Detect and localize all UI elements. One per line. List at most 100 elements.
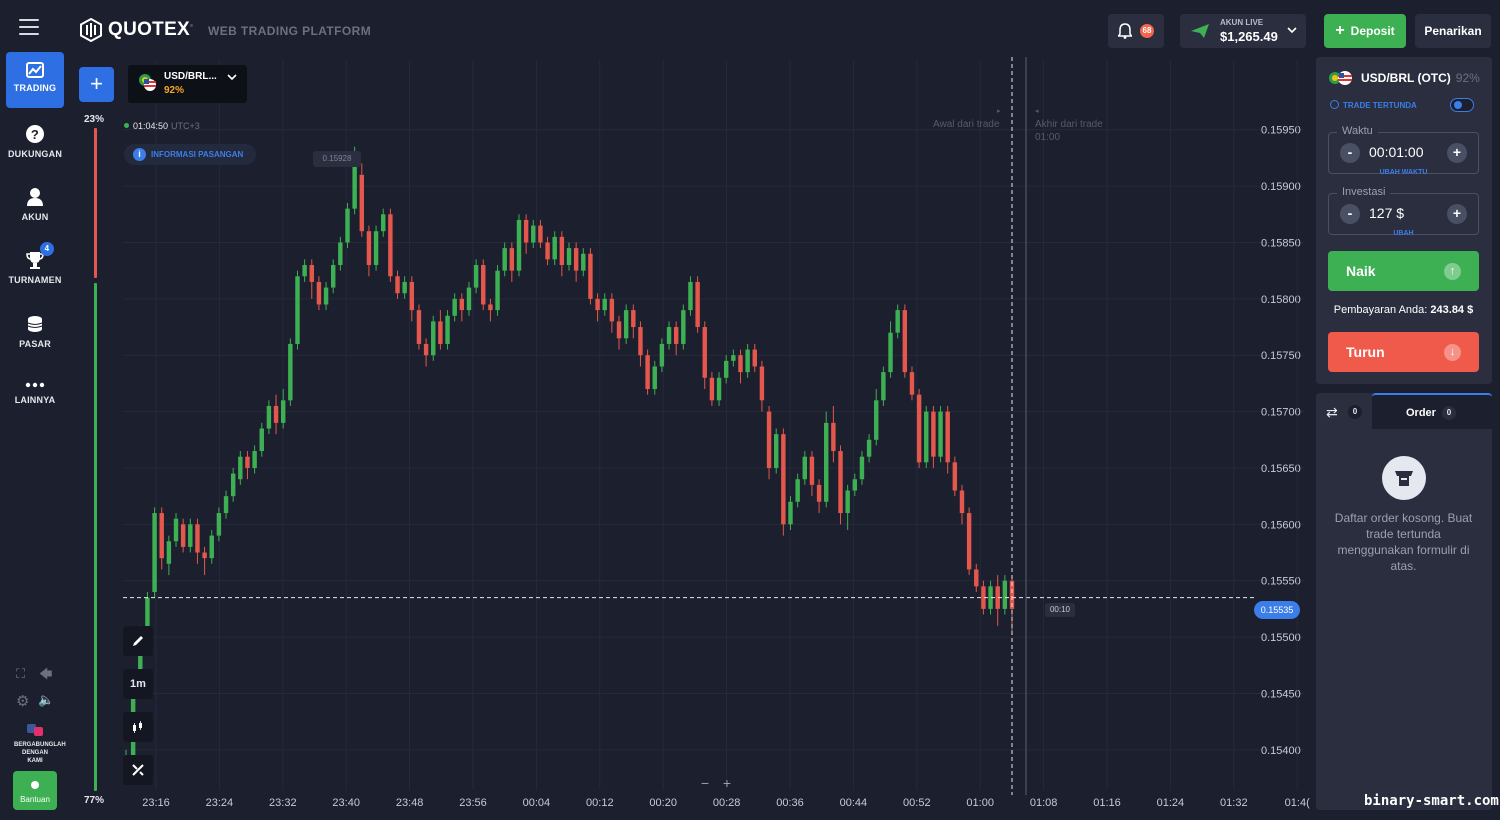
investment-plus-button[interactable]: + (1447, 204, 1467, 224)
candle-up (138, 637, 143, 683)
candle-down (509, 248, 515, 271)
down-button[interactable]: Turun ↓ (1328, 332, 1479, 372)
time-minus-button[interactable]: - (1340, 143, 1360, 163)
info-icon: i (133, 148, 146, 161)
x-tick-label: 00:28 (713, 797, 741, 809)
online-dot (124, 123, 129, 128)
candle-up (773, 434, 779, 468)
order-count: 0 (1442, 406, 1456, 420)
candle-up (330, 265, 336, 288)
candle-down (366, 231, 372, 266)
sidebar-item-trading[interactable]: TRADING (6, 52, 64, 108)
help-button[interactable]: Bantuan (13, 771, 57, 810)
candle-down (995, 586, 1000, 609)
candle-up (1002, 580, 1008, 609)
timezone: UTC+3 (171, 121, 200, 131)
candle-up (152, 513, 157, 592)
x-tick-label: 01:32 (1220, 797, 1248, 809)
chart-type-button[interactable] (123, 712, 153, 742)
timeframe-button[interactable]: 1m (123, 669, 153, 699)
candle-down (202, 552, 207, 559)
candle-up (866, 439, 872, 457)
candle-down (538, 225, 543, 243)
up-button[interactable]: Naik ↑ (1328, 251, 1479, 291)
candle-up (381, 214, 386, 232)
candle-up (531, 225, 536, 243)
candle-down (673, 327, 679, 344)
brand-name: QUOTEX (108, 19, 191, 40)
back-icon[interactable]: 🡄 (39, 666, 53, 681)
pending-trade-text: TRADE TERTUNDA (1343, 101, 1417, 110)
x-tick-label: 01:08 (1030, 797, 1058, 809)
menu-icon[interactable] (19, 19, 39, 35)
candle-down (838, 451, 843, 514)
pending-trade-toggle[interactable] (1450, 98, 1474, 112)
tab-orders[interactable]: Order 0 (1372, 393, 1492, 429)
logo[interactable]: QUOTEX (80, 16, 190, 44)
join-us-box[interactable]: BERGABUNGLAH DENGAN KAMI (13, 718, 66, 768)
candle-down (902, 310, 908, 373)
sidebar-item-label: DUKUNGAN (7, 149, 63, 159)
candle-down (831, 422, 836, 452)
arrow-down-icon: ↓ (1444, 344, 1461, 361)
candle-up (723, 360, 729, 378)
candle-up (623, 310, 629, 339)
y-tick-label: 0.15450 (1261, 688, 1301, 700)
candle-up (802, 456, 808, 480)
arrow-up-icon: ↑ (1444, 263, 1461, 280)
countdown-label: 00:10 (1045, 603, 1075, 617)
buy-sentiment-bar (94, 283, 97, 791)
candle-up (445, 315, 450, 344)
zoom-out-button[interactable]: − (700, 775, 710, 791)
x-tick-label: 23:16 (142, 797, 170, 809)
asset-selector[interactable]: USD/BRL... 92% (128, 65, 247, 103)
notifications-button[interactable]: 68 (1108, 14, 1164, 48)
fullscreen-icon[interactable]: ⛶ (16, 666, 26, 681)
candle-down (316, 281, 322, 305)
add-chart-button[interactable]: + (79, 67, 114, 102)
server-clock: 01:04:50 UTC+3 (124, 121, 200, 131)
x-tick-label: 23:24 (206, 797, 234, 809)
candle-up (431, 321, 436, 356)
sidebar-item-label: LAINNYA (14, 395, 56, 405)
change-time-link[interactable]: UBAH WAKTU (1379, 169, 1428, 176)
sidebar-item-tournaments[interactable]: TURNAMEN 4 (6, 242, 64, 306)
candle-up (230, 473, 236, 497)
join-us-label: BERGABUNGLAH DENGAN KAMI (14, 742, 66, 764)
candle-up (216, 513, 222, 536)
indicators-button[interactable] (123, 755, 153, 785)
candle-up (252, 451, 257, 468)
account-selector[interactable]: AKUN LIVE $1,265.49 (1180, 14, 1306, 48)
sidebar-item-market[interactable]: PASAR (6, 314, 64, 370)
candle-up (209, 535, 214, 559)
y-tick-label: 0.15950 (1261, 125, 1301, 137)
payout-label: Pembayaran Anda: (1333, 304, 1428, 316)
investment-field[interactable]: Investasi - 127 $ + (1328, 186, 1479, 235)
swap-tab-icon[interactable]: ⇄ (1326, 404, 1338, 420)
pencil-icon (133, 636, 143, 646)
time-field[interactable]: Waktu - 00:01:00 + (1328, 125, 1479, 174)
candle-down (1009, 580, 1015, 609)
candle-down (752, 349, 757, 367)
candle-up (824, 422, 829, 502)
sound-icon[interactable]: 🔈 (38, 692, 55, 707)
time-plus-button[interactable]: + (1447, 143, 1467, 163)
settings-icon[interactable]: ⚙ (16, 693, 30, 710)
sidebar-item-more[interactable]: LAINNYA (6, 380, 64, 436)
draw-tool-button[interactable] (123, 626, 153, 656)
candle-down (309, 265, 314, 282)
pair-info-button[interactable]: i INFORMASI PASANGAN (124, 144, 256, 165)
down-label: Turun (1346, 344, 1385, 360)
candle-down (245, 456, 250, 468)
change-investment-link[interactable]: UBAH (1393, 230, 1414, 237)
sidebar-item-support[interactable]: ? DUKUNGAN (6, 124, 64, 180)
withdraw-button[interactable]: Penarikan (1415, 14, 1491, 48)
candle-down (388, 214, 393, 277)
candle-up (852, 479, 858, 491)
zoom-in-button[interactable]: + (722, 775, 732, 791)
deposit-button[interactable]: + Deposit (1324, 14, 1406, 48)
chevron-down-icon (1287, 27, 1297, 34)
investment-minus-button[interactable]: - (1340, 204, 1360, 224)
sidebar-item-account[interactable]: AKUN (6, 187, 64, 243)
